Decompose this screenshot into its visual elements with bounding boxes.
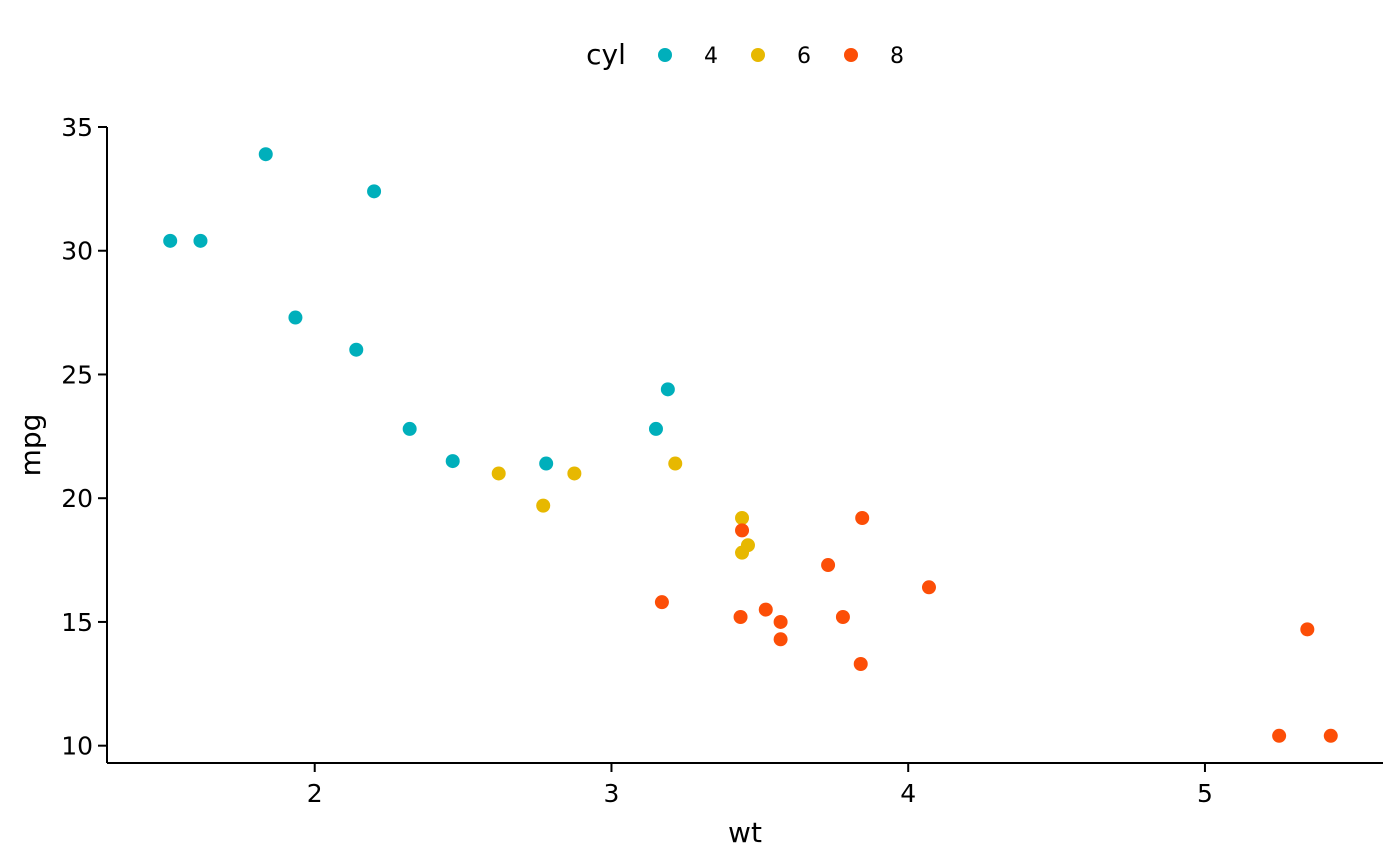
data-point-cyl-8 bbox=[733, 609, 748, 624]
legend-key-cyl-4 bbox=[658, 48, 672, 62]
y-axis-title: mpg bbox=[14, 414, 47, 477]
data-point-cyl-8 bbox=[855, 511, 870, 526]
x-tick-label: 3 bbox=[604, 779, 620, 808]
data-point-cyl-8 bbox=[1323, 728, 1338, 743]
y-tick-label: 20 bbox=[61, 484, 93, 513]
legend: cyl 4 6 8 bbox=[586, 38, 904, 71]
data-point-cyl-4 bbox=[193, 233, 208, 248]
data-point-cyl-4 bbox=[163, 233, 178, 248]
data-point-cyl-8 bbox=[921, 580, 936, 595]
data-point-cyl-4 bbox=[660, 382, 675, 397]
data-point-cyl-8 bbox=[853, 657, 868, 672]
axes: 2 3 4 5 10 15 20 25 30 35 bbox=[61, 113, 1383, 808]
data-point-cyl-6 bbox=[491, 466, 506, 481]
legend-label-cyl-8: 8 bbox=[890, 44, 904, 69]
data-point-cyl-6 bbox=[735, 511, 750, 526]
data-point-cyl-4 bbox=[648, 421, 663, 436]
y-tick-label: 15 bbox=[61, 608, 93, 637]
x-tick-label: 5 bbox=[1197, 779, 1213, 808]
data-point-cyl-8 bbox=[821, 558, 836, 573]
data-point-cyl-4 bbox=[445, 454, 460, 469]
data-point-cyl-4 bbox=[288, 310, 303, 325]
data-point-cyl-6 bbox=[567, 466, 582, 481]
data-point-cyl-8 bbox=[773, 614, 788, 629]
data-point-cyl-8 bbox=[1300, 622, 1315, 637]
data-point-cyl-8 bbox=[835, 609, 850, 624]
data-point-cyl-4 bbox=[349, 342, 364, 357]
legend-key-cyl-8 bbox=[844, 48, 858, 62]
data-point-cyl-8 bbox=[773, 632, 788, 647]
data-point-cyl-6 bbox=[536, 498, 551, 513]
plot-area bbox=[163, 147, 1338, 743]
data-point-cyl-6 bbox=[740, 538, 755, 553]
legend-title: cyl bbox=[586, 38, 626, 71]
y-tick-label: 35 bbox=[61, 113, 93, 142]
data-point-cyl-8 bbox=[735, 523, 750, 538]
legend-label-cyl-4: 4 bbox=[704, 44, 718, 69]
data-point-cyl-8 bbox=[1272, 728, 1287, 743]
data-point-cyl-4 bbox=[367, 184, 382, 199]
data-point-cyl-4 bbox=[402, 421, 417, 436]
data-point-cyl-4 bbox=[539, 456, 554, 471]
x-tick-label: 4 bbox=[900, 779, 916, 808]
data-point-cyl-8 bbox=[654, 595, 669, 610]
data-point-cyl-4 bbox=[258, 147, 273, 162]
data-point-cyl-6 bbox=[668, 456, 683, 471]
y-tick-label: 30 bbox=[61, 237, 93, 266]
legend-key-cyl-6 bbox=[751, 48, 765, 62]
legend-label-cyl-6: 6 bbox=[797, 44, 811, 69]
x-axis-title: wt bbox=[728, 816, 762, 849]
y-tick-label: 10 bbox=[61, 732, 93, 761]
y-tick-label: 25 bbox=[61, 360, 93, 389]
data-point-cyl-8 bbox=[758, 602, 773, 617]
x-tick-label: 2 bbox=[307, 779, 323, 808]
